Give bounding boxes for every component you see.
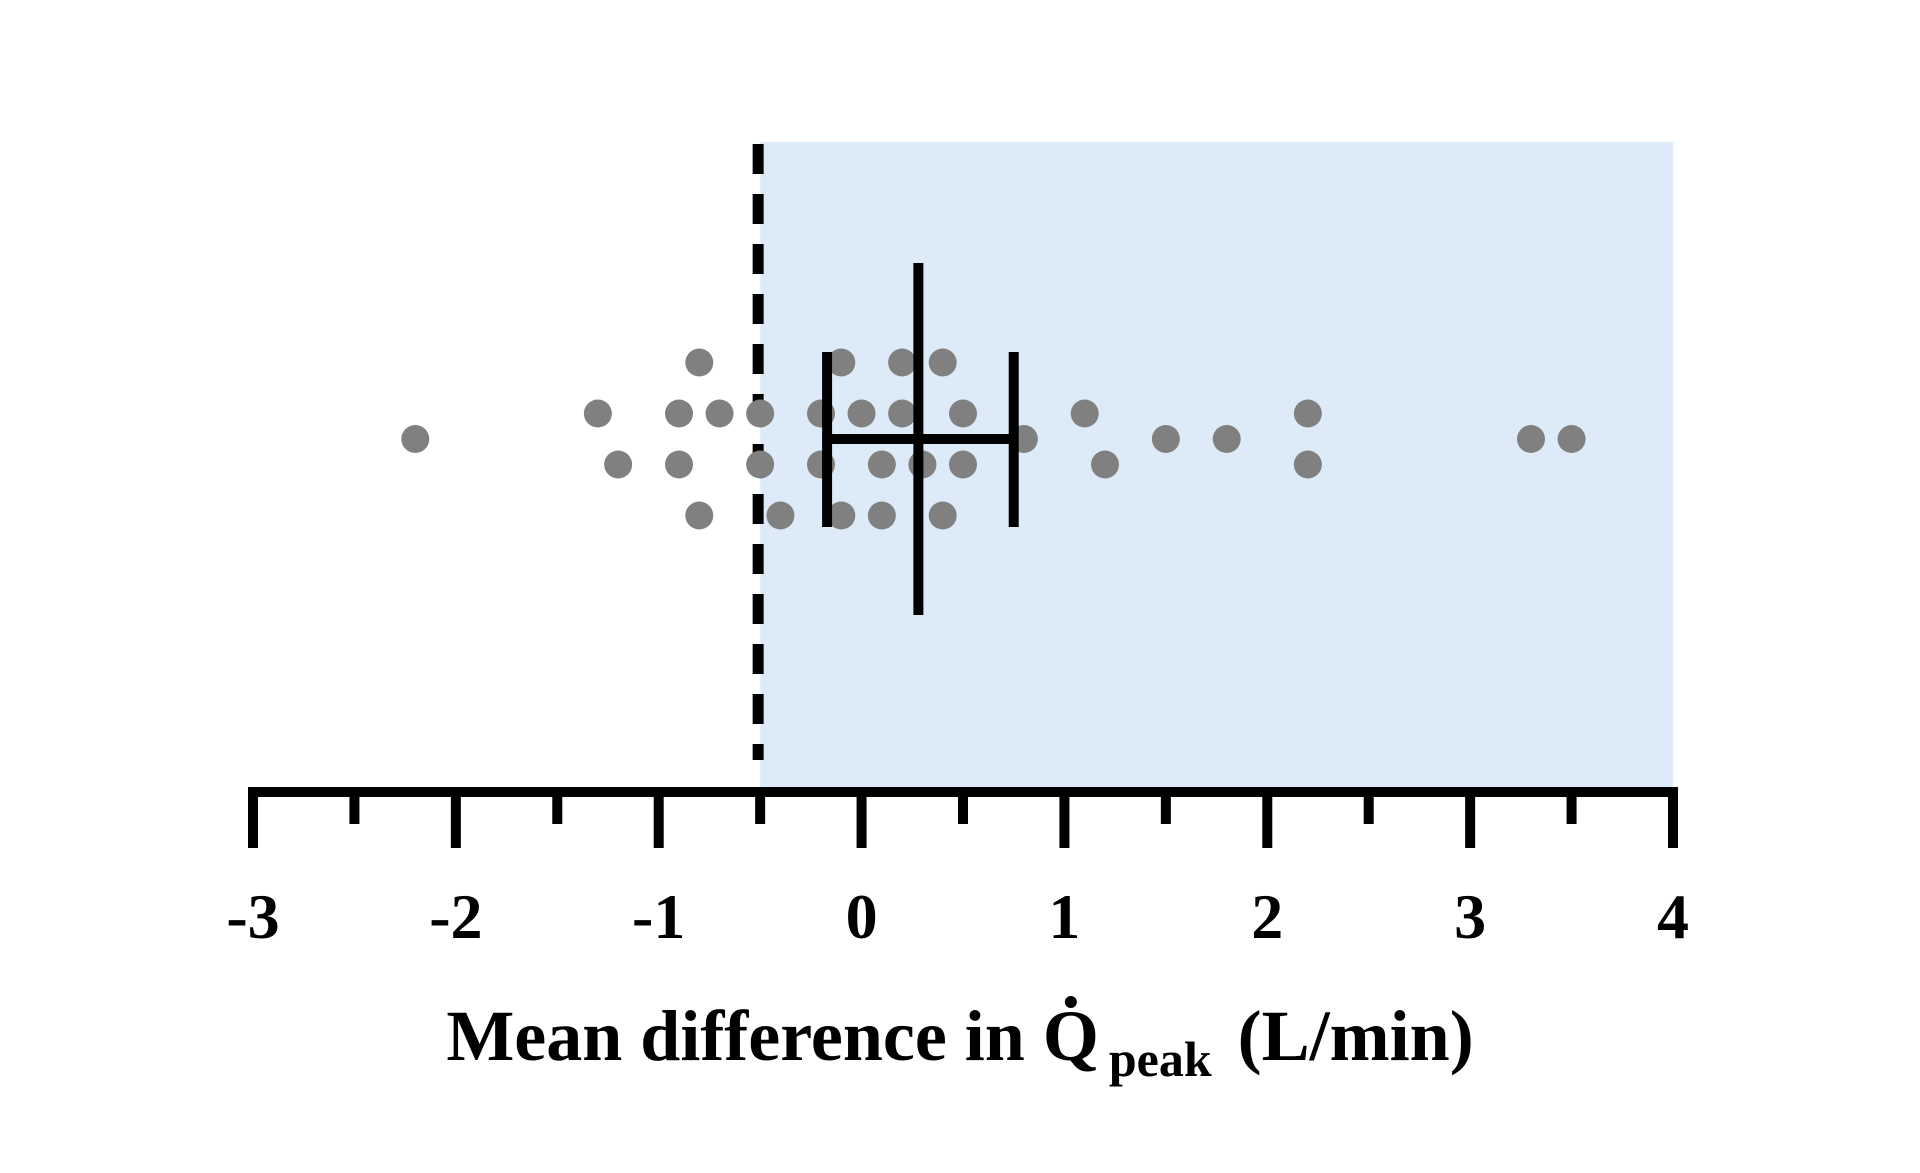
data-point xyxy=(665,450,693,479)
x-axis-title-prefix: Mean difference in xyxy=(446,996,1043,1076)
x-axis-title-suffix: (L/min) xyxy=(1238,996,1474,1076)
data-point xyxy=(1070,399,1099,428)
x-tick-label: -3 xyxy=(226,881,279,952)
data-point xyxy=(583,399,612,428)
data-point xyxy=(888,348,917,377)
x-tick-label: 4 xyxy=(1657,881,1689,952)
data-point xyxy=(401,425,430,453)
data-point xyxy=(604,450,633,479)
data-point xyxy=(1151,425,1180,453)
x-tick-labels: -3 -2 -1 0 1 2 3 4 xyxy=(226,881,1689,952)
data-point xyxy=(1557,425,1586,453)
x-tick-label: 1 xyxy=(1048,881,1080,952)
data-point xyxy=(949,450,977,479)
data-point xyxy=(766,501,795,530)
data-point xyxy=(1293,399,1322,428)
data-point xyxy=(867,450,896,479)
data-point xyxy=(888,399,917,428)
data-point xyxy=(685,348,714,377)
data-point xyxy=(1212,425,1241,453)
x-tick-label: 3 xyxy=(1454,881,1486,952)
data-point xyxy=(746,450,775,479)
data-point xyxy=(949,399,977,428)
data-point xyxy=(685,501,714,530)
data-point xyxy=(847,399,876,428)
x-axis xyxy=(248,787,1678,848)
x-tick-label: 0 xyxy=(846,881,878,952)
data-point xyxy=(827,501,856,530)
data-point xyxy=(867,501,896,530)
data-point xyxy=(1517,425,1545,453)
data-point xyxy=(1091,450,1119,479)
data-point xyxy=(928,501,957,530)
q-dot-accent xyxy=(1064,996,1077,1008)
shaded-region-layer xyxy=(760,142,1673,792)
data-point xyxy=(827,348,856,377)
summary-errorbar-layer xyxy=(822,263,1019,615)
data-point xyxy=(746,399,775,428)
x-axis-title-subscript: peak xyxy=(1109,1031,1212,1087)
data-point xyxy=(1293,450,1322,479)
x-tick-label: -2 xyxy=(429,881,482,952)
data-point xyxy=(665,399,693,428)
x-axis-title-symbol: Q xyxy=(1043,996,1099,1076)
x-tick-label: -1 xyxy=(632,881,685,952)
x-tick-label: 2 xyxy=(1251,881,1283,952)
shaded-region xyxy=(760,142,1673,792)
data-point xyxy=(705,399,734,428)
data-point xyxy=(928,348,957,377)
